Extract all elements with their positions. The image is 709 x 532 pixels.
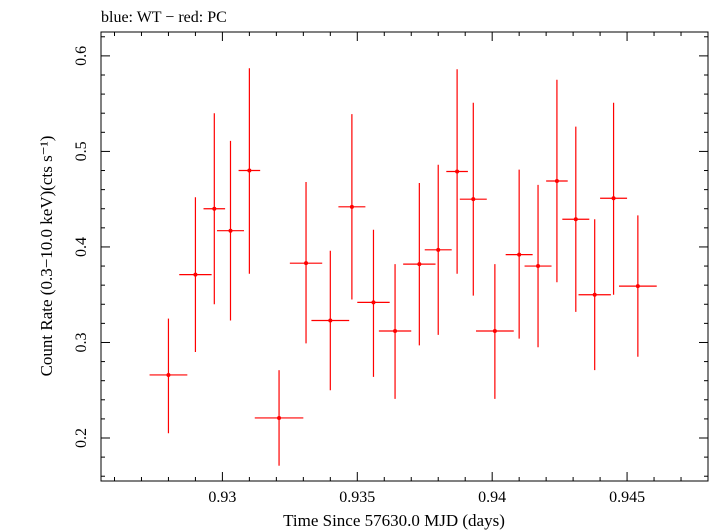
data-marker <box>371 300 376 305</box>
y-tick-label: 0.3 <box>73 332 90 352</box>
data-point <box>618 215 657 357</box>
data-point <box>578 219 611 371</box>
data-point <box>475 264 514 399</box>
data-point <box>562 126 590 312</box>
data-marker <box>166 372 171 377</box>
data-point <box>600 102 628 295</box>
data-marker <box>635 284 640 289</box>
x-tick-label: 0.945 <box>609 489 645 506</box>
data-marker <box>592 292 597 297</box>
data-series-pc <box>149 68 657 466</box>
data-marker <box>393 329 398 334</box>
data-point <box>338 114 366 300</box>
data-marker <box>328 318 333 323</box>
data-marker <box>455 169 460 174</box>
data-marker <box>277 415 282 420</box>
data-marker <box>247 168 252 173</box>
data-point <box>546 79 568 283</box>
chart-title: blue: WT − red: PC <box>101 9 227 26</box>
data-point <box>459 102 487 296</box>
data-marker <box>417 262 422 267</box>
data-marker <box>492 329 497 334</box>
data-point <box>403 182 436 346</box>
data-point <box>149 318 188 434</box>
y-tick-label: 0.5 <box>73 141 90 161</box>
data-point <box>524 184 552 348</box>
x-tick-label: 0.93 <box>208 489 236 506</box>
data-marker <box>349 204 354 209</box>
data-marker <box>536 264 541 269</box>
data-marker <box>304 261 309 266</box>
data-marker <box>611 196 616 201</box>
data-marker <box>554 179 559 184</box>
y-tick-label: 0.2 <box>73 428 90 448</box>
y-tick-label: 0.4 <box>73 237 90 257</box>
data-marker <box>471 197 476 202</box>
x-tick-label: 0.935 <box>339 489 375 506</box>
y-axis-label: Count Rate (0.3−10.0 keV)(cts s⁻¹) <box>37 136 56 377</box>
data-point <box>238 68 261 274</box>
data-marker <box>193 272 198 277</box>
axis-ticks <box>101 32 709 481</box>
data-point <box>289 181 323 344</box>
data-marker <box>573 217 578 222</box>
data-point <box>311 250 350 391</box>
data-point <box>378 264 412 399</box>
data-point <box>217 140 244 321</box>
data-point <box>424 164 452 335</box>
x-axis-label: Time Since 57630.0 MJD (days) <box>283 511 505 530</box>
y-tick-label: 0.6 <box>73 46 90 66</box>
plot-frame <box>100 31 709 482</box>
data-point <box>254 370 304 466</box>
y-tick-labels: 0.2 0.3 0.4 0.5 0.6 <box>73 46 90 448</box>
x-tick-label: 0.94 <box>478 489 506 506</box>
data-point <box>179 197 212 353</box>
data-marker <box>212 206 217 211</box>
data-point <box>357 229 390 377</box>
data-point <box>446 69 468 274</box>
data-point <box>203 113 226 305</box>
x-tick-labels: 0.93 0.935 0.94 0.945 <box>208 489 645 506</box>
data-point <box>505 169 533 339</box>
data-marker <box>228 228 233 233</box>
data-marker <box>436 247 441 252</box>
data-marker <box>517 252 522 257</box>
